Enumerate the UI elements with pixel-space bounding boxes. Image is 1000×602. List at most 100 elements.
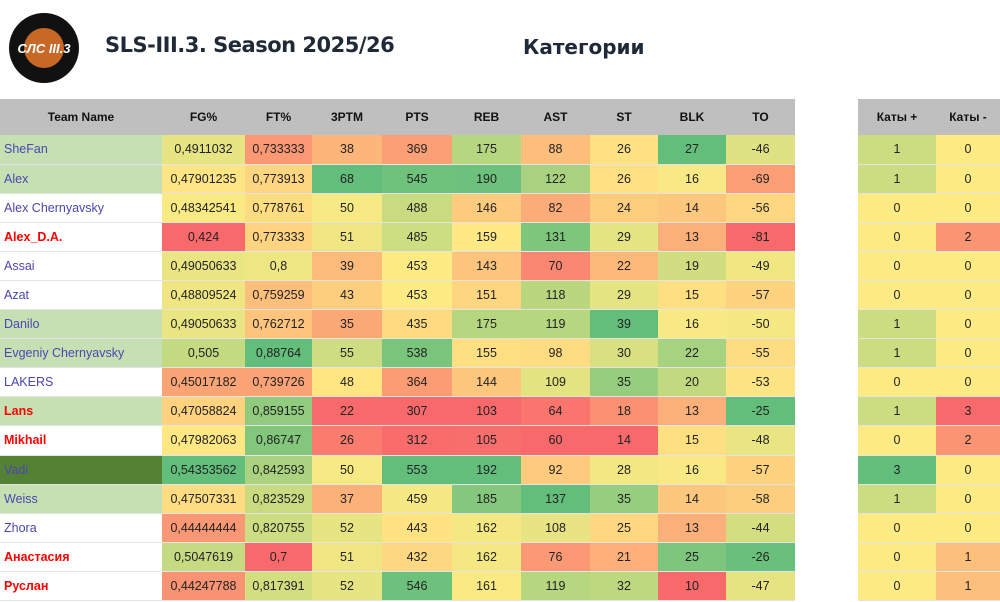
stat-cell-ft-pct[interactable]: 0,739726 [245,367,312,398]
stat-cell-reb[interactable]: 151 [452,280,521,311]
stat-cell-blk[interactable]: 14 [658,193,726,223]
stat-cell-reb[interactable]: 146 [452,193,521,223]
cats-minus-cell[interactable]: 0 [936,484,1000,514]
stat-cell-fg-pct[interactable]: 0,54353562 [162,455,245,485]
stat-cell-ft-pct[interactable]: 0,817391 [245,571,312,602]
stat-cell-blk[interactable]: 22 [658,338,726,369]
stat-cell-3ptm[interactable]: 51 [312,222,382,252]
stat-cell-ft-pct[interactable]: 0,859155 [245,396,312,427]
team-name[interactable]: Mikhail [0,425,162,456]
stat-cell-fg-pct[interactable]: 0,5047619 [162,542,245,572]
stat-cell-to[interactable]: -49 [726,251,795,281]
stat-cell-ast[interactable]: 60 [521,425,590,456]
stat-cell-blk[interactable]: 20 [658,367,726,398]
stat-cell-ast[interactable]: 119 [521,571,590,602]
column-header-3[interactable]: 3PTM [312,99,382,135]
column-header-6[interactable]: AST [521,99,590,135]
team-name[interactable]: Assai [0,251,162,281]
stat-cell-blk[interactable]: 19 [658,251,726,281]
stat-cell-blk[interactable]: 16 [658,164,726,194]
stat-cell-to[interactable]: -46 [726,135,795,165]
stat-cell-blk[interactable]: 14 [658,484,726,514]
stat-cell-pts[interactable]: 459 [382,484,452,514]
team-name[interactable]: Zhora [0,513,162,543]
stat-cell-ast[interactable]: 137 [521,484,590,514]
stat-cell-pts[interactable]: 553 [382,455,452,485]
stat-cell-pts[interactable]: 538 [382,338,452,369]
cats-minus-cell[interactable]: 2 [936,222,1000,252]
cats-plus-cell[interactable]: 0 [858,280,936,311]
stat-cell-st[interactable]: 18 [590,396,658,427]
column-header-7[interactable]: ST [590,99,658,135]
stat-cell-3ptm[interactable]: 52 [312,513,382,543]
stat-cell-reb[interactable]: 162 [452,542,521,572]
stat-cell-st[interactable]: 22 [590,251,658,281]
cats-plus-cell[interactable]: 0 [858,542,936,572]
stat-cell-pts[interactable]: 453 [382,251,452,281]
stat-cell-ft-pct[interactable]: 0,762712 [245,309,312,340]
stat-cell-fg-pct[interactable]: 0,47507331 [162,484,245,514]
stat-cell-to[interactable]: -57 [726,280,795,311]
stat-cell-fg-pct[interactable]: 0,49050633 [162,251,245,281]
stat-cell-st[interactable]: 24 [590,193,658,223]
cats-plus-cell[interactable]: 0 [858,513,936,543]
stat-cell-blk[interactable]: 25 [658,542,726,572]
stat-cell-fg-pct[interactable]: 0,44247788 [162,571,245,602]
stat-cell-reb[interactable]: 103 [452,396,521,427]
stat-cell-3ptm[interactable]: 50 [312,193,382,223]
cats-plus-cell[interactable]: 1 [858,338,936,369]
stat-cell-fg-pct[interactable]: 0,4911032 [162,135,245,165]
stat-cell-st[interactable]: 25 [590,513,658,543]
stat-cell-fg-pct[interactable]: 0,48809524 [162,280,245,311]
stat-cell-reb[interactable]: 162 [452,513,521,543]
stat-cell-blk[interactable]: 13 [658,396,726,427]
team-name[interactable]: Alex Chernyavsky [0,193,162,223]
stat-cell-st[interactable]: 29 [590,222,658,252]
cats-plus-cell[interactable]: 0 [858,571,936,602]
stat-cell-blk[interactable]: 27 [658,135,726,165]
stat-cell-ast[interactable]: 119 [521,309,590,340]
stat-cell-fg-pct[interactable]: 0,49050633 [162,309,245,340]
stat-cell-3ptm[interactable]: 50 [312,455,382,485]
column-header-4[interactable]: PTS [382,99,452,135]
stat-cell-3ptm[interactable]: 38 [312,135,382,165]
stat-cell-ft-pct[interactable]: 0,842593 [245,455,312,485]
stat-cell-3ptm[interactable]: 39 [312,251,382,281]
column-header-1[interactable]: FG% [162,99,245,135]
stat-cell-ast[interactable]: 76 [521,542,590,572]
stat-cell-to[interactable]: -48 [726,425,795,456]
team-name[interactable]: Weiss [0,484,162,514]
stat-cell-ft-pct[interactable]: 0,759259 [245,280,312,311]
stat-cell-reb[interactable]: 161 [452,571,521,602]
stat-cell-fg-pct[interactable]: 0,48342541 [162,193,245,223]
stat-cell-reb[interactable]: 175 [452,309,521,340]
stat-cell-st[interactable]: 29 [590,280,658,311]
stat-cell-ft-pct[interactable]: 0,778761 [245,193,312,223]
stat-cell-to[interactable]: -50 [726,309,795,340]
cats-minus-cell[interactable]: 3 [936,396,1000,427]
stat-cell-ft-pct[interactable]: 0,773333 [245,222,312,252]
stat-cell-reb[interactable]: 105 [452,425,521,456]
cats-plus-cell[interactable]: 0 [858,367,936,398]
team-name[interactable]: Alex_D.A. [0,222,162,252]
stat-cell-fg-pct[interactable]: 0,45017182 [162,367,245,398]
team-name[interactable]: Lans [0,396,162,427]
stat-cell-st[interactable]: 26 [590,135,658,165]
stat-cell-ft-pct[interactable]: 0,88764 [245,338,312,369]
stat-cell-reb[interactable]: 159 [452,222,521,252]
column-header-2[interactable]: FT% [245,99,312,135]
stat-cell-to[interactable]: -69 [726,164,795,194]
stat-cell-pts[interactable]: 432 [382,542,452,572]
stat-cell-pts[interactable]: 312 [382,425,452,456]
stat-cell-3ptm[interactable]: 52 [312,571,382,602]
stat-cell-ast[interactable]: 131 [521,222,590,252]
stat-cell-to[interactable]: -57 [726,455,795,485]
team-name[interactable]: Danilo [0,309,162,340]
cats-minus-cell[interactable]: 1 [936,542,1000,572]
stat-cell-ast[interactable]: 64 [521,396,590,427]
stat-cell-reb[interactable]: 143 [452,251,521,281]
stat-cell-3ptm[interactable]: 35 [312,309,382,340]
stat-cell-st[interactable]: 35 [590,367,658,398]
stat-cell-ast[interactable]: 82 [521,193,590,223]
stat-cell-blk[interactable]: 16 [658,455,726,485]
